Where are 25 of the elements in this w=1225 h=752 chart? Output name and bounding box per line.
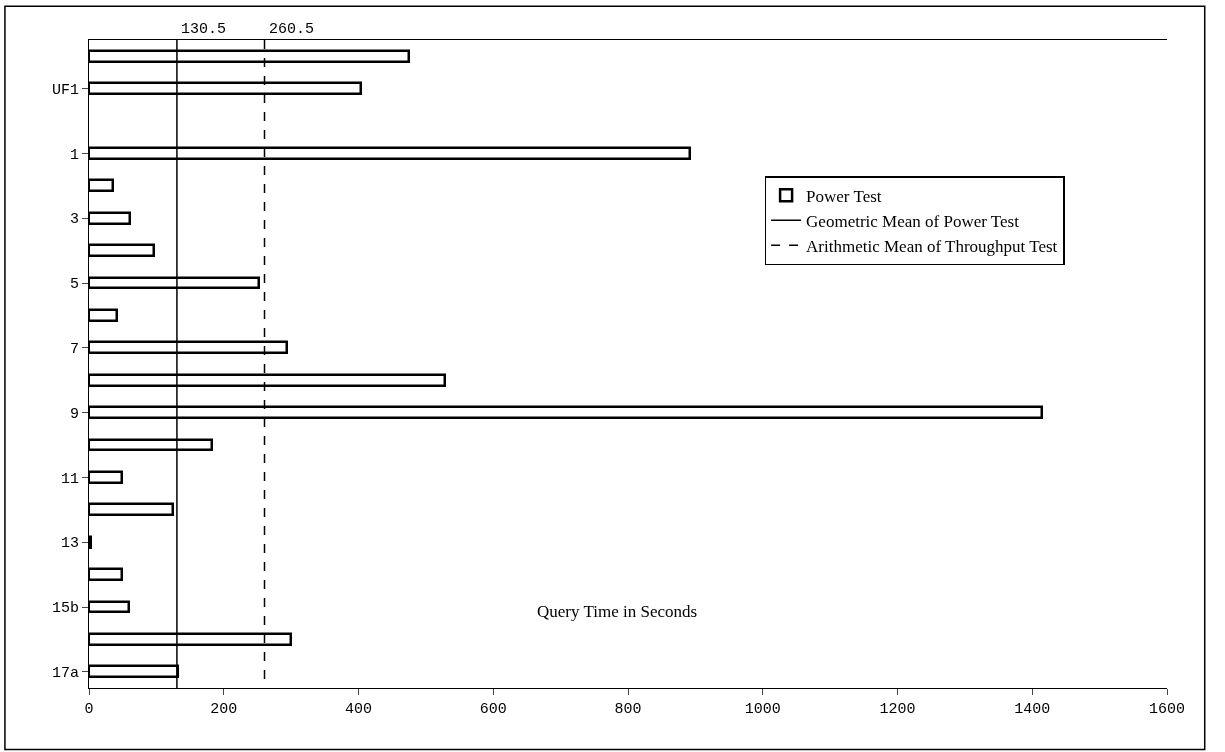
annotation: Arithmetic Mean of Throughput Test bbox=[806, 236, 1058, 256]
y-tick-label: 3 bbox=[69, 211, 79, 229]
y-tick-label: 17a bbox=[51, 665, 79, 683]
ref-line-label: 260.5 bbox=[269, 21, 315, 38]
ref-line-label: 130.5 bbox=[181, 21, 227, 38]
x-tick-label: 1200 bbox=[879, 701, 916, 718]
x-tick-label: 800 bbox=[614, 701, 642, 718]
x-axis-title: Query Time in Seconds bbox=[537, 602, 698, 621]
legend-label: Power Test bbox=[806, 186, 882, 206]
x-tick-label: 400 bbox=[344, 701, 373, 718]
y-tick-label: 11 bbox=[60, 470, 79, 488]
y-tick-label: UF1 bbox=[51, 81, 79, 99]
y-tick-label: 13 bbox=[60, 535, 79, 553]
y-tick-label: 1 bbox=[69, 146, 79, 164]
y-tick-label: 7 bbox=[69, 341, 79, 359]
y-tick-label: 5 bbox=[69, 276, 79, 294]
annotation: Geometric Mean of Power Test bbox=[806, 211, 1020, 231]
y-tick-label: 15b bbox=[51, 600, 79, 618]
x-tick-label: 1400 bbox=[1014, 701, 1051, 718]
x-tick-label: 200 bbox=[210, 701, 238, 718]
x-tick-label: 1600 bbox=[1148, 701, 1186, 718]
x-tick-label: 600 bbox=[479, 701, 507, 718]
x-tick-label: 0 bbox=[84, 701, 94, 718]
y-tick-label: 9 bbox=[69, 405, 79, 423]
x-tick-label: 1000 bbox=[744, 701, 781, 718]
